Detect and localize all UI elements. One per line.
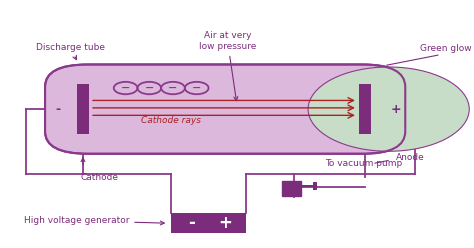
- Circle shape: [308, 67, 469, 151]
- Text: −: −: [145, 83, 154, 93]
- Bar: [77, 84, 89, 134]
- Bar: [301, 185, 315, 187]
- Text: High voltage generator: High voltage generator: [24, 216, 164, 225]
- Text: To vacuum pump: To vacuum pump: [325, 159, 402, 168]
- Text: +: +: [219, 214, 232, 232]
- FancyBboxPatch shape: [45, 64, 405, 154]
- Text: −: −: [121, 83, 130, 93]
- Text: −: −: [168, 83, 178, 93]
- Text: +: +: [391, 103, 401, 116]
- Bar: [359, 84, 371, 134]
- Text: -: -: [55, 103, 60, 116]
- Bar: [313, 182, 317, 190]
- Text: Cathode: Cathode: [81, 173, 118, 182]
- Text: Air at very
low pressure: Air at very low pressure: [199, 31, 256, 101]
- Text: Cathode rays: Cathode rays: [141, 116, 201, 125]
- Text: Green glow: Green glow: [420, 44, 472, 53]
- Bar: [171, 213, 246, 233]
- Text: −: −: [192, 83, 201, 93]
- Text: -: -: [189, 214, 195, 232]
- Polygon shape: [282, 181, 301, 196]
- Text: Anode: Anode: [396, 153, 425, 162]
- Text: Discharge tube: Discharge tube: [36, 43, 105, 60]
